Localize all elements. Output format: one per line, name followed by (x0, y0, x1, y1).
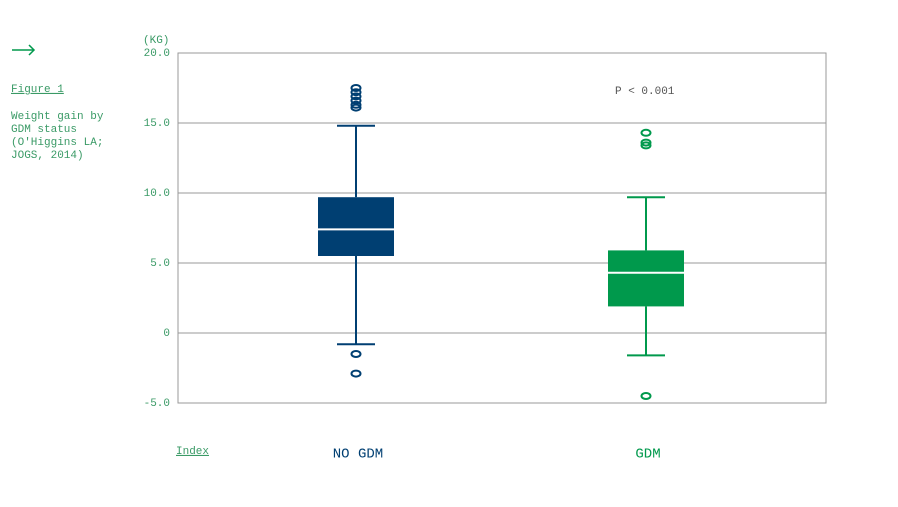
outlier (640, 392, 652, 400)
outlier (350, 100, 362, 109)
outlier (640, 128, 652, 137)
y-tick-label: 20.0 (144, 48, 170, 60)
caption-line: (O'Higgins LA; (11, 137, 103, 149)
outlier (640, 141, 652, 150)
y-tick-label: 15.0 (144, 118, 170, 130)
annotation: P < 0.001 (615, 86, 675, 98)
y-axis-label: (KG) (143, 35, 169, 47)
y-tick-label: 0 (163, 328, 170, 340)
y-tick-label: -5.0 (144, 398, 170, 410)
caption-line: GDM status (11, 124, 77, 136)
outlier (350, 88, 362, 97)
caption-line: Weight gain by (11, 111, 104, 123)
box (608, 250, 684, 307)
outlier (350, 84, 362, 92)
y-tick-label: 5.0 (150, 258, 170, 270)
box (318, 197, 394, 256)
outlier (350, 350, 362, 358)
plot-frame (177, 52, 827, 404)
index-link[interactable]: Index (176, 446, 209, 458)
caption-line: JOGS, 2014) (11, 150, 84, 162)
outlier (350, 369, 362, 378)
figure-link[interactable]: Figure 1 (11, 84, 64, 96)
outlier (350, 103, 362, 112)
outlier (640, 138, 652, 147)
arrow-icon (12, 44, 36, 56)
outlier (350, 92, 362, 101)
x-tick-label: GDM (635, 447, 660, 463)
y-tick-label: 10.0 (144, 188, 170, 200)
x-tick-label: NO GDM (333, 447, 383, 463)
